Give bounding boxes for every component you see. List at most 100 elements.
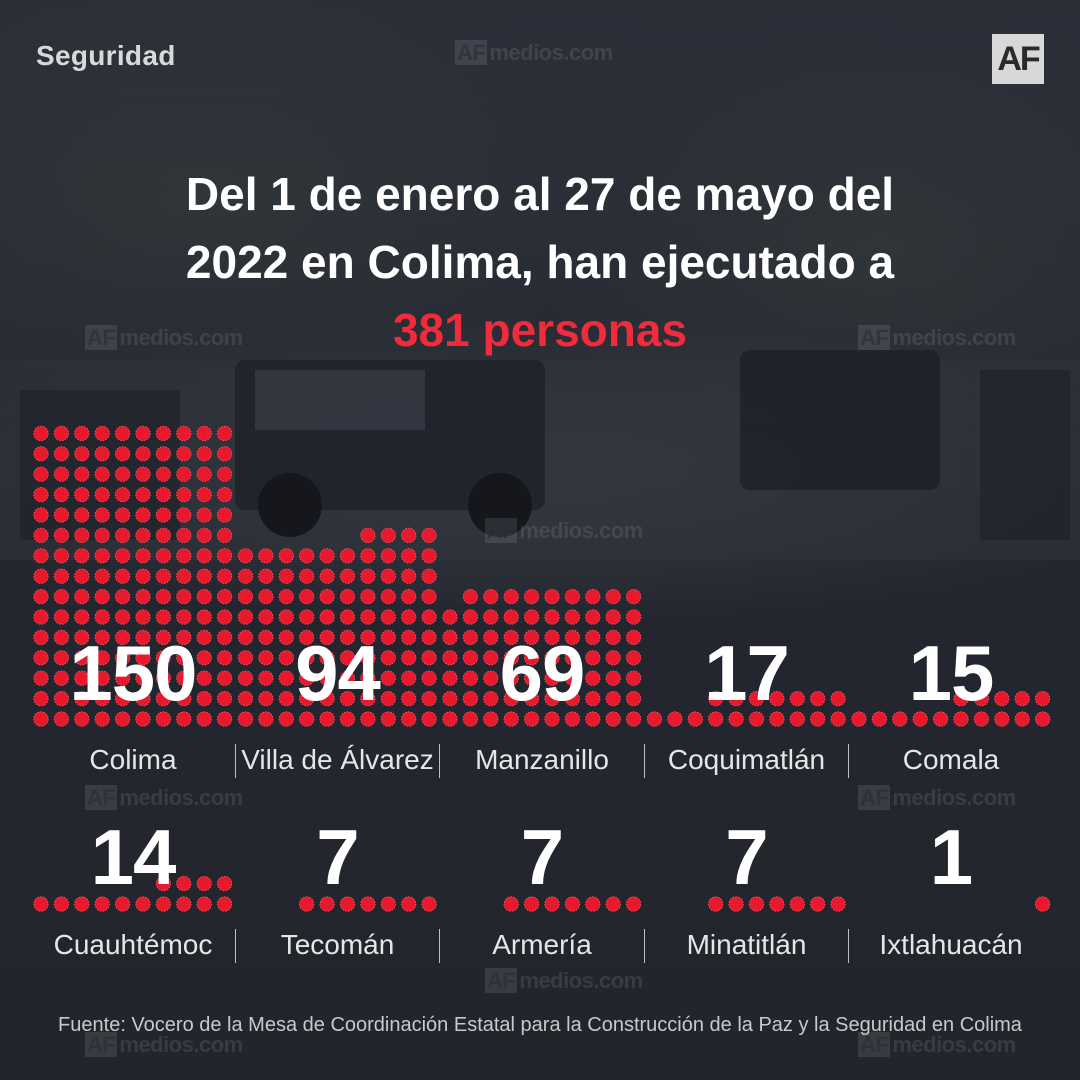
dot-mark [53,670,70,686]
dot-mark [769,896,785,912]
dot-mark [299,690,315,707]
dot-mark [401,588,417,605]
dot-mark [360,588,376,605]
dot-mark [380,711,396,727]
dot-mark [299,670,315,686]
dot-mark [564,650,581,666]
dot-mark [339,548,356,564]
dot-mark [196,588,212,605]
dot-mark [483,690,499,707]
dot-mark [74,711,90,727]
dot-mark [237,588,254,605]
dot-mark [115,446,131,462]
dot-mark [176,896,192,912]
dot-mark [94,690,110,707]
category-divider [234,929,236,963]
dot-mark [115,527,131,544]
dot-mark [94,650,110,666]
dot-mark [217,609,233,625]
dot-mark [708,896,724,912]
dot-mark [503,609,519,625]
dot-mark [523,588,540,605]
dot-mark [94,629,110,646]
dot-mark [360,548,376,564]
dot-mark [33,466,49,482]
dot-mark [523,690,540,707]
category-label: Colima [89,744,177,775]
dot-mark [53,629,70,646]
dot-mark [94,548,110,564]
dot-mark [33,650,49,666]
dot-mark [196,486,212,503]
dot-mark [33,486,49,503]
dot-mark [319,711,335,727]
dot-mark [217,548,233,564]
dot-mark [115,425,131,441]
dot-mark [155,446,171,462]
value-label: 7 [725,813,768,901]
dot-mark [237,629,254,646]
dot-mark [299,568,315,584]
category-divider [848,744,849,778]
dot-mark [258,548,274,564]
dot-mark [503,588,519,605]
dot-mark [380,568,396,584]
dot-mark [523,650,540,666]
value-label: 7 [316,813,359,901]
dot-mark [135,486,151,503]
category-label: Comala [902,744,1000,775]
dot-mark [339,670,356,686]
dot-mark [625,896,642,912]
dot-mark [196,507,212,523]
value-label: 14 [90,813,177,901]
watermark: AF medios.com [858,1032,1016,1057]
watermark: AF medios.com [858,785,1016,810]
dot-mark [74,425,90,441]
dot-mark [217,486,233,503]
dot-mark [994,690,1010,707]
dot-mark [53,609,70,625]
af-logo: AF [992,34,1044,84]
dot-mark [769,690,785,707]
dot-mark [155,670,171,686]
dot-mark [155,896,171,912]
dot-mark [625,629,642,646]
dot-mark [196,446,212,462]
category-label: Armería [492,929,592,960]
dot-mark [442,609,458,625]
dot-mark [94,711,110,727]
dot-mark [953,711,969,727]
dot-mark [625,588,642,605]
dot-mark [94,896,110,912]
dot-mark [319,609,335,625]
section-label: Seguridad [36,40,176,71]
value-label: 150 [69,629,197,717]
dot-mark [176,711,192,727]
dot-mark [830,711,846,727]
dot-mark [953,690,969,707]
dot-mark [278,690,294,707]
dot-mark [135,446,151,462]
dot-mark [523,896,540,912]
dot-mark [932,711,949,727]
watermark: AF medios.com [485,968,643,993]
dot-mark [667,711,683,727]
dot-mark [483,650,499,666]
dot-mark [74,446,90,462]
dot-mark [115,548,131,564]
dot-mark [94,507,110,523]
category-divider [848,929,849,963]
dot-mark [258,650,274,666]
dot-mark [544,711,560,727]
dot-mark [258,690,274,707]
dot-mark [135,896,151,912]
dot-mark [33,425,49,441]
dot-mark [421,527,437,544]
dot-mark [135,629,151,646]
dot-mark [462,629,478,646]
dot-mark [523,609,540,625]
dot-mark [605,670,621,686]
dot-mark [1035,711,1051,727]
dot-mark [523,711,540,727]
